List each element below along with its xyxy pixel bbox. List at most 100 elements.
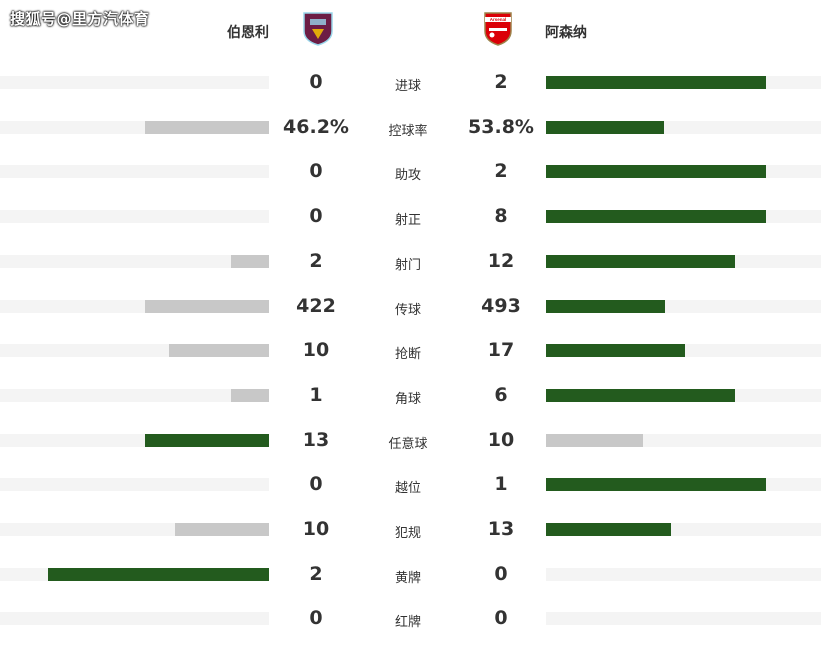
stat-row: 2 黄牌 0 [0,552,821,596]
stat-row: 0 红牌 0 [0,596,821,640]
home-bar-track [0,567,269,581]
home-value: 0 [309,71,323,93]
home-bar-track [0,388,269,402]
home-value: 46.2% [283,115,349,138]
away-bar-track [546,478,821,492]
home-bar-track [0,254,269,268]
stat-label: 黄牌 [394,570,421,586]
home-bar [145,299,269,313]
away-bar [546,478,766,492]
away-bar-track [546,433,821,447]
away-team-name: 阿森纳 [545,25,587,41]
home-value: 0 [309,205,323,228]
stat-label: 传球 [394,302,421,318]
home-value: 0 [309,160,323,183]
home-bar [169,344,269,358]
home-bar-track [0,433,269,447]
away-bar [546,210,766,224]
away-bar-track [546,344,821,358]
away-bar-track [546,254,821,268]
stat-label: 越位 [394,481,421,497]
stat-row: 1 角球 6 [0,373,821,417]
away-bar-track [546,165,821,179]
away-bar-track [546,388,821,402]
away-bar-track [546,612,821,626]
away-bar [546,76,766,89]
away-value: 2 [494,160,508,183]
home-value: 0 [309,473,323,496]
away-value: 1 [494,473,508,496]
home-value: 2 [309,249,323,272]
stat-row: 46.2% 控球率 53.8% [0,105,821,149]
home-value: 2 [309,562,323,585]
stat-row: 0 助攻 2 [0,149,821,193]
away-bar [546,523,672,536]
stat-label: 抢断 [394,347,421,363]
away-bar [546,165,766,179]
home-value: 13 [302,428,330,451]
home-bar [231,254,269,268]
stat-label: 犯规 [394,526,421,541]
burnley-crest-icon [302,11,334,51]
home-bar [231,388,269,402]
away-bar-track [546,120,821,134]
away-value: 0 [494,562,508,585]
away-bar [546,388,736,402]
away-value: 2 [494,71,508,93]
away-value: 17 [487,339,515,362]
away-value: 0 [494,607,508,630]
away-bar-track [546,523,821,536]
home-bar-track [0,478,269,492]
home-team-name: 伯恩利 [227,25,269,41]
away-value: 493 [481,294,521,317]
home-value: 0 [309,607,323,630]
watermark: 搜狐号@里方汽体育 [10,10,150,28]
away-bar [546,254,736,268]
home-value: 10 [302,518,330,540]
home-bar [48,567,269,581]
home-bar [174,523,269,536]
stat-row: 2 射门 12 [0,239,821,283]
away-value: 13 [487,518,515,540]
badge-text: Arsenal [490,17,507,22]
away-bar-track [546,299,821,313]
home-bar-track [0,76,269,89]
stat-row: 0 进球 2 [0,60,821,104]
away-value: 10 [487,428,515,451]
away-bar [546,299,665,313]
away-value: 12 [487,249,515,272]
home-value: 10 [302,339,330,362]
away-value: 53.8% [468,115,534,138]
stat-label: 角球 [394,391,421,407]
stat-label: 红牌 [394,615,421,631]
stat-label: 控球率 [388,123,428,139]
stat-row: 422 传球 493 [0,284,821,328]
stat-label: 射正 [394,213,421,229]
stat-label: 任意球 [388,436,428,452]
home-bar [145,433,269,447]
away-bar-track [546,210,821,224]
home-bar-track [0,210,269,224]
stat-label: 射门 [394,257,421,273]
home-bar-track [0,523,269,536]
away-bar [546,433,643,447]
home-value: 422 [296,294,336,317]
stat-row: 0 射正 8 [0,194,821,238]
home-bar-track [0,165,269,179]
stat-label: 进球 [394,79,421,94]
stat-label: 助攻 [394,168,421,184]
away-bar-track [546,567,821,581]
home-bar-track [0,120,269,134]
home-bar-track [0,612,269,626]
home-bar-track [0,299,269,313]
away-value: 6 [494,383,508,406]
arsenal-crest-icon: Arsenal [482,11,514,51]
stat-row: 10 犯规 13 [0,507,821,551]
away-bar-track [546,76,821,89]
away-value: 8 [494,205,508,228]
away-bar [546,344,685,358]
home-bar-track [0,344,269,358]
stat-row: 0 越位 1 [0,462,821,506]
stat-row: 13 任意球 10 [0,418,821,462]
home-value: 1 [309,383,323,406]
